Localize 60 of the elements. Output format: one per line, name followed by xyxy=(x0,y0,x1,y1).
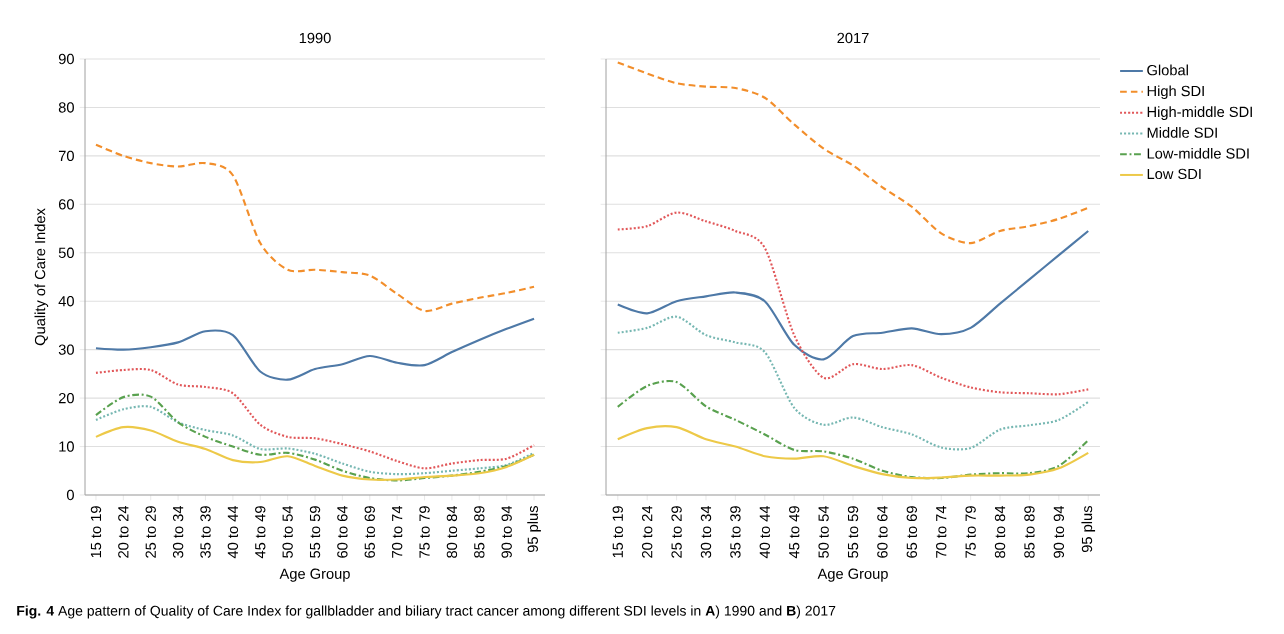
x-tick-label: 25 to 29 xyxy=(671,506,682,558)
x-tick-label: 55 to 59 xyxy=(847,506,859,558)
y-tick-label: 10 xyxy=(59,441,74,452)
x-tick-label: 35 to 39 xyxy=(730,506,741,558)
text: Fig. 4 Age pattern of Quality of Care Index for gallbladder and biliary tract cancer among different SDI levels in A) 1990 and B) 2017 xyxy=(17,605,836,619)
y-tick-label: 20 xyxy=(58,392,74,404)
line-series xyxy=(94,317,536,381)
y-tick-label: 50 xyxy=(58,247,74,258)
x-tick-label: 40 to 44 xyxy=(227,505,239,559)
y-tick-label: 90 xyxy=(58,53,74,65)
x-tick-label: 20 to 24 xyxy=(118,505,129,558)
x-tick-label: 70 to 74 xyxy=(391,505,403,558)
x-tick-label: 75 to 79 xyxy=(965,506,976,558)
y-tick-label: 30 xyxy=(58,344,74,355)
x-tick-label: 30 to 34 xyxy=(172,505,184,558)
y-tick-label: 70 xyxy=(58,150,74,162)
x-tick-label: 65 to 69 xyxy=(906,506,918,558)
y-tick-label: 40 xyxy=(58,296,74,307)
x-tick-label: 90 to 94 xyxy=(501,505,512,558)
x-tick-label: 20 to 24 xyxy=(642,505,653,558)
chart-title: 2017 xyxy=(837,32,869,44)
x-tick-label: 85 to 89 xyxy=(1024,506,1035,558)
x-axis-title: Age Group xyxy=(817,568,888,582)
x-tick-label: 65 to 69 xyxy=(364,506,375,558)
line-series xyxy=(94,425,536,481)
line-series xyxy=(94,367,536,470)
legend-label: Global xyxy=(1147,64,1188,76)
line-series xyxy=(94,143,536,313)
legend-label: Middle SDI xyxy=(1147,127,1217,138)
x-tick-label: 60 to 64 xyxy=(337,505,348,558)
x-tick-label: 80 to 84 xyxy=(446,505,458,558)
legend-label: Low-middle SDI xyxy=(1147,147,1249,159)
chart-title: 1990 xyxy=(299,32,331,44)
y-tick-label: 60 xyxy=(58,199,74,210)
legend-label: Low SDI xyxy=(1147,168,1201,180)
x-tick-label: 35 to 39 xyxy=(200,506,211,558)
x-tick-label: 70 to 74 xyxy=(936,505,947,558)
x-tick-label: 50 to 54 xyxy=(818,505,829,558)
x-tick-label: 80 to 84 xyxy=(994,505,1006,558)
y-axis-title: Quality of Care Index xyxy=(34,208,49,346)
x-tick-label: 55 to 59 xyxy=(309,506,321,558)
y-tick-label: 0 xyxy=(66,489,74,501)
x-tick-label: 25 to 29 xyxy=(145,506,156,558)
x-tick-label: 95 plus xyxy=(1081,506,1096,553)
x-tick-label: 15 to 19 xyxy=(90,506,102,558)
x-tick-label: 95 plus xyxy=(527,506,541,553)
x-axis-title: Age Group xyxy=(279,568,350,582)
x-tick-label: 90 to 94 xyxy=(1053,505,1065,558)
x-tick-label: 50 to 54 xyxy=(282,505,293,558)
x-tick-label: 45 to 49 xyxy=(789,506,800,559)
legend-label: High SDI xyxy=(1147,85,1204,100)
x-tick-label: 40 to 44 xyxy=(759,505,770,559)
x-tick-label: 60 to 64 xyxy=(877,505,888,558)
x-tick-label: 85 to 89 xyxy=(474,506,485,558)
y-tick-label: 80 xyxy=(58,102,74,113)
x-tick-label: 45 to 49 xyxy=(255,506,266,559)
x-tick-label: 15 to 19 xyxy=(612,506,623,558)
x-tick-label: 75 to 79 xyxy=(419,506,430,558)
x-tick-label: 30 to 34 xyxy=(700,505,712,558)
legend-label: High-middle SDI xyxy=(1147,106,1252,120)
